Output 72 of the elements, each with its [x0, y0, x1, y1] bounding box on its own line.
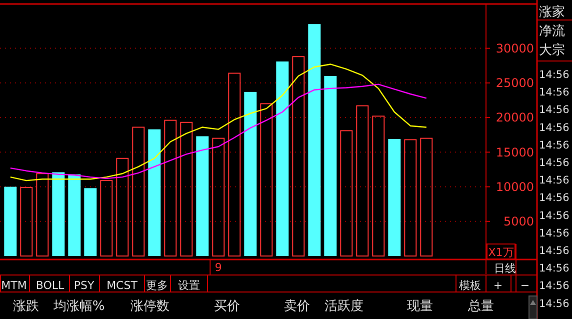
text: BOLL: [36, 279, 65, 292]
bar: [372, 116, 385, 256]
bar: [340, 130, 353, 256]
bar: [132, 126, 145, 256]
bar: [4, 186, 17, 256]
text: 设置: [178, 279, 200, 292]
bar: [244, 92, 257, 256]
text: PSY: [74, 279, 94, 292]
text: 买价: [214, 299, 240, 314]
bar: [148, 129, 161, 256]
y-tick-label: 25000: [496, 76, 534, 90]
x-tick-label: 9: [214, 261, 222, 274]
text: 活跃度: [324, 298, 364, 314]
text: 14:56: [539, 86, 570, 99]
text: 14:56: [539, 174, 570, 187]
bar: [292, 56, 305, 256]
text: 涨停数: [130, 299, 170, 314]
text: 14:56: [539, 157, 570, 169]
text: 14:56: [539, 139, 570, 152]
text: 模板: [459, 279, 481, 292]
bar: [308, 24, 321, 256]
bar: [52, 172, 65, 256]
text: 更多: [146, 279, 168, 292]
bar: [100, 180, 113, 256]
text: 14:56: [539, 104, 570, 116]
y-tick-label: 15000: [496, 145, 534, 160]
text: 大宗: [539, 42, 565, 58]
text: 14:56: [539, 192, 570, 204]
text: +: [493, 279, 503, 292]
bar: [356, 105, 369, 256]
text: 14:56: [539, 245, 570, 257]
text: 总量: [467, 299, 494, 314]
bar: [324, 76, 337, 256]
bar: [260, 103, 273, 256]
text: 14:56: [539, 69, 570, 81]
text: MCST: [106, 279, 138, 292]
text: 现量: [407, 299, 433, 314]
text: 净流: [539, 23, 565, 39]
text: 14:56: [539, 227, 570, 240]
text: 均涨幅%: [52, 299, 105, 314]
bar: [196, 136, 209, 256]
bar: [276, 61, 289, 256]
text: MTM: [1, 279, 27, 292]
text: 日线: [494, 262, 516, 275]
bar: [116, 158, 129, 256]
text: 14:56: [539, 298, 570, 310]
bar: [20, 186, 33, 256]
y-tick-label: 30000: [496, 42, 534, 56]
bar: [388, 139, 401, 256]
bar: [228, 72, 241, 256]
bar: [404, 139, 417, 256]
text: 14:56: [539, 210, 570, 222]
text: 涨跌: [13, 299, 39, 314]
text: 14:56: [539, 280, 570, 292]
text: −: [520, 279, 530, 292]
text: 涨家: [539, 4, 565, 20]
y-tick-label: 5000: [503, 214, 534, 229]
text: 卖价: [284, 299, 310, 314]
line-series: [10, 64, 427, 182]
bar: [164, 120, 177, 256]
bar: [68, 174, 81, 256]
line-series: [10, 84, 427, 180]
bar: [84, 188, 97, 256]
bar: [212, 138, 225, 256]
y-tick-label: 20000: [496, 110, 534, 125]
text: 14:56: [539, 122, 570, 134]
text: 14:56: [539, 262, 570, 275]
bar: [36, 173, 49, 256]
y-axis-title: X1万: [488, 246, 514, 259]
bar: [180, 122, 193, 256]
y-tick-label: 10000: [496, 180, 534, 194]
bar: [420, 138, 433, 256]
